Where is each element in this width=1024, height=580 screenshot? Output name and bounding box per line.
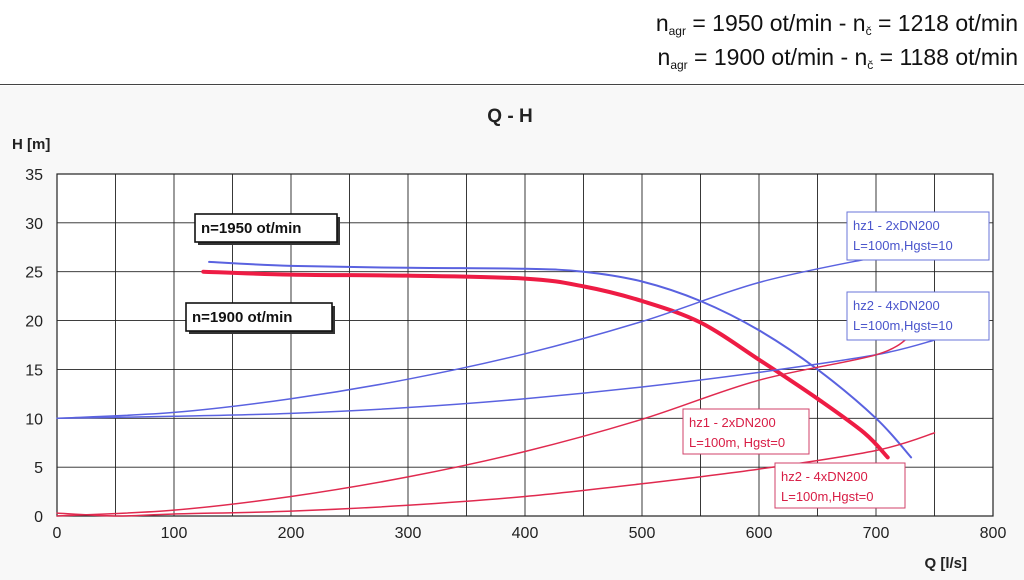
- series-line-pump1900: [201, 269, 890, 460]
- x-tick-label: 0: [53, 525, 62, 542]
- y-tick-label: 5: [34, 460, 43, 477]
- y-tick-label: 30: [25, 216, 43, 233]
- chart-title: Q - H: [487, 106, 532, 127]
- annotation-text: L=100m, Hgst=0: [689, 435, 785, 450]
- x-tick-label: 300: [395, 525, 422, 542]
- series-line-hz2_hgst10: [56, 339, 936, 420]
- annotation-text: n=1900 ot/min: [192, 309, 292, 326]
- annotation-label: n=1950 ot/min: [194, 213, 340, 245]
- x-tick-label: 400: [512, 525, 539, 542]
- x-tick-label: 200: [278, 525, 305, 542]
- x-tick-label: 500: [629, 525, 656, 542]
- series-line-pump1950: [208, 260, 913, 459]
- series-line-hz1_hgst0: [56, 334, 912, 517]
- speed-line-1900: nagr = 1900 ot/min - nč = 1188 ot/min: [657, 44, 1018, 72]
- x-axis-label: Q [l/s]: [924, 555, 967, 572]
- annotation-label: hz1 - 2xDN200 L=100m,Hgst=10: [846, 211, 990, 261]
- annotation-label: hz1 - 2xDN200 L=100m, Hgst=0: [682, 408, 810, 455]
- header: nagr = 1950 ot/min - nč = 1218 ot/min na…: [0, 0, 1024, 84]
- annotation-label: n=1900 ot/min: [185, 302, 335, 334]
- y-tick-label: 15: [25, 362, 43, 379]
- y-tick-label: 20: [25, 314, 43, 331]
- y-axis-label: H [m]: [12, 136, 50, 153]
- x-tick-label: 100: [161, 525, 188, 542]
- x-tick-label: 800: [980, 525, 1007, 542]
- y-tick-label: 35: [25, 167, 43, 184]
- series-line-hz1_hgst10: [56, 256, 877, 420]
- qh-chart: Q - H H [m] Q [l/s] 0 100 200 300 400 500 600 7…: [12, 106, 1007, 572]
- header-divider: [0, 84, 1024, 85]
- y-tick-label: 0: [34, 509, 43, 526]
- annotation-label: hz2 - 4xDN200 L=100m,Hgst=0: [774, 462, 906, 509]
- annotation-text: hz1 - 2xDN200: [853, 218, 940, 233]
- x-tick-label: 700: [863, 525, 890, 542]
- annotation-text: hz2 - 4xDN200: [853, 298, 940, 313]
- annotation-text: hz1 - 2xDN200: [689, 415, 776, 430]
- annotation-text: L=100m,Hgst=10: [853, 238, 953, 253]
- annotation-text: L=100m,Hgst=10: [853, 318, 953, 333]
- annotation-label: hz2 - 4xDN200 L=100m,Hgst=10: [846, 291, 990, 341]
- speed-line-1950: nagr = 1950 ot/min - nč = 1218 ot/min: [655, 10, 1018, 38]
- y-tick-label: 10: [25, 411, 43, 428]
- annotation-text: L=100m,Hgst=0: [781, 489, 874, 504]
- annotation-text: n=1950 ot/min: [201, 220, 301, 237]
- annotation-text: hz2 - 4xDN200: [781, 469, 868, 484]
- y-tick-label: 25: [25, 265, 43, 282]
- x-tick-label: 600: [746, 525, 773, 542]
- chart-area: Q - H H [m] Q [l/s] 0 100 200 300 400 500 600 7…: [0, 86, 1024, 580]
